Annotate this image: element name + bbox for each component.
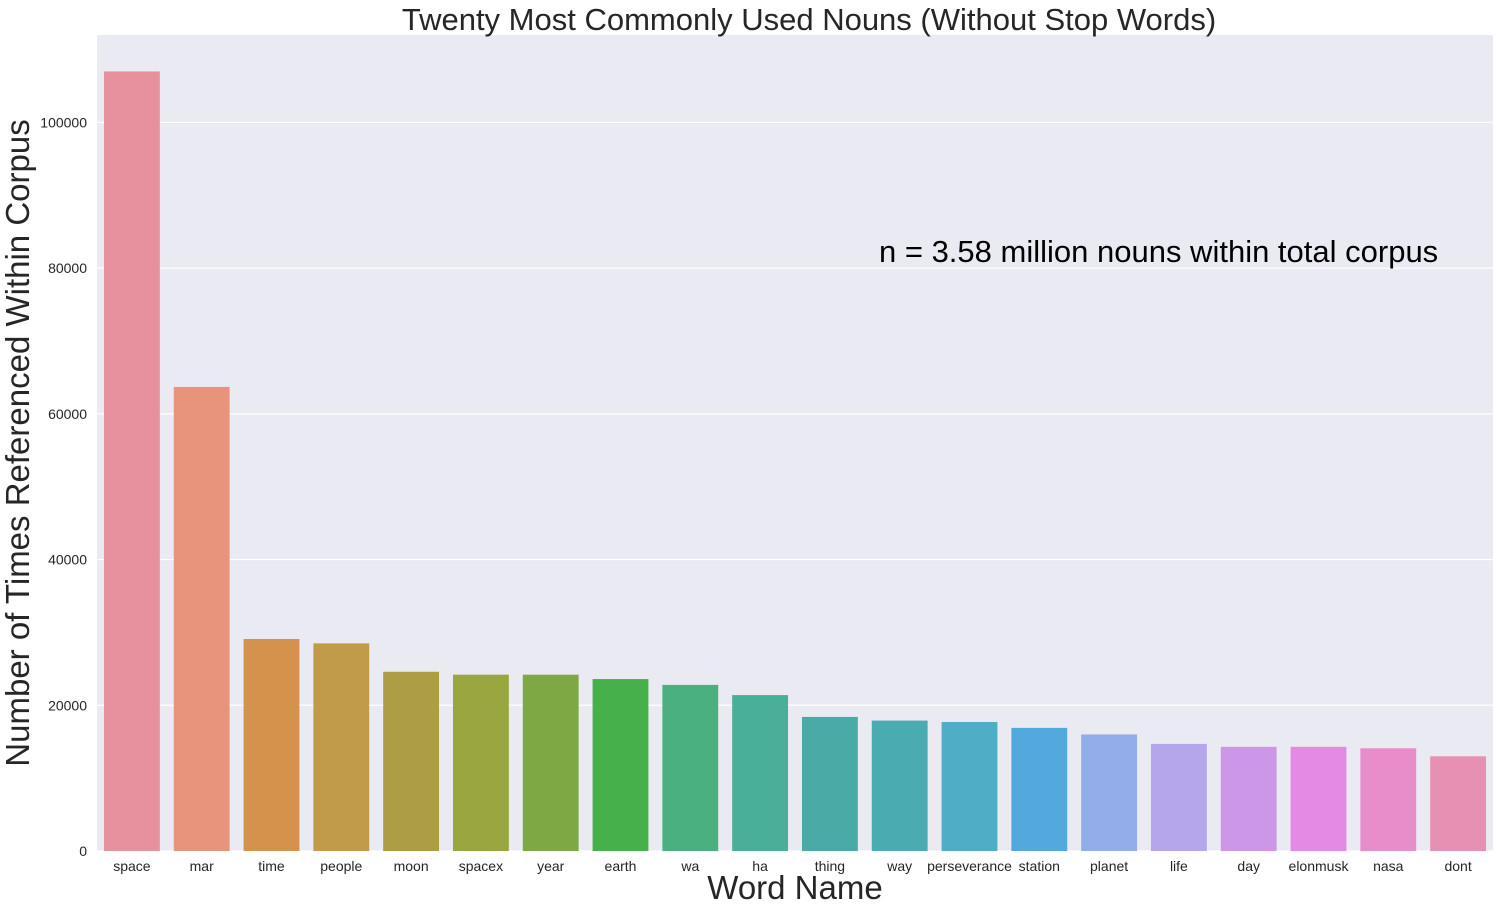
bar-ha	[732, 695, 789, 851]
bar-elonmusk	[1290, 746, 1347, 851]
x-tick-label: thing	[815, 858, 845, 874]
plot-background	[97, 35, 1493, 851]
x-tick-label: day	[1237, 858, 1260, 874]
x-tick-label: wa	[680, 858, 699, 874]
bar-spacex	[452, 674, 509, 851]
x-tick-label: time	[258, 858, 285, 874]
bar-earth	[592, 679, 649, 851]
bar-way	[871, 720, 928, 851]
bar-day	[1220, 746, 1277, 851]
bar-perseverance	[941, 722, 998, 851]
x-tick-label: space	[113, 858, 151, 874]
x-tick-label: way	[886, 858, 912, 874]
x-tick-label: ha	[752, 858, 768, 874]
x-tick-label: life	[1170, 858, 1188, 874]
bar-wa	[662, 684, 719, 851]
x-tick-label: spacex	[459, 858, 503, 874]
bar-mar	[173, 386, 230, 851]
x-tick-label: people	[320, 858, 362, 874]
x-axis-label: Word Name	[707, 869, 882, 906]
y-tick-label: 0	[79, 843, 87, 859]
y-tick-labels: 0 20000 40000 60000 80000 100000	[40, 114, 87, 859]
bar-dont	[1430, 756, 1487, 851]
x-tick-label: mar	[190, 858, 214, 874]
y-tick-label: 80000	[48, 260, 87, 276]
x-tick-label: nasa	[1373, 858, 1404, 874]
y-tick-label: 40000	[48, 552, 87, 568]
bar-nasa	[1360, 748, 1417, 851]
x-tick-labels: space mar time people moon spacex year earth wa h…	[113, 858, 1472, 874]
bar-year	[522, 674, 579, 851]
x-tick-label: station	[1019, 858, 1060, 874]
x-tick-label: dont	[1444, 858, 1471, 874]
bar-people	[313, 643, 370, 851]
corpus-size-annotation: n = 3.58 million nouns within total corp…	[879, 234, 1438, 269]
bar-life	[1150, 743, 1207, 851]
x-tick-label: year	[537, 858, 565, 874]
x-tick-label: elonmusk	[1289, 858, 1350, 874]
x-tick-label: earth	[605, 858, 637, 874]
bar-thing	[801, 716, 858, 851]
bar-space	[103, 71, 160, 851]
y-tick-label: 60000	[48, 406, 87, 422]
bar-planet	[1081, 734, 1138, 851]
x-tick-label: moon	[394, 858, 429, 874]
chart-title: Twenty Most Commonly Used Nouns (Without…	[402, 2, 1216, 37]
bar-station	[1011, 727, 1068, 851]
y-tick-label: 20000	[48, 697, 87, 713]
bar-moon	[383, 671, 440, 851]
x-tick-label: planet	[1090, 858, 1128, 874]
bars	[103, 71, 1487, 851]
bar-time	[243, 638, 300, 851]
x-tick-label: perseverance	[927, 858, 1012, 874]
y-axis-label: Number of Times Referenced Within Corpus	[0, 119, 36, 766]
y-tick-label: 100000	[40, 114, 87, 130]
